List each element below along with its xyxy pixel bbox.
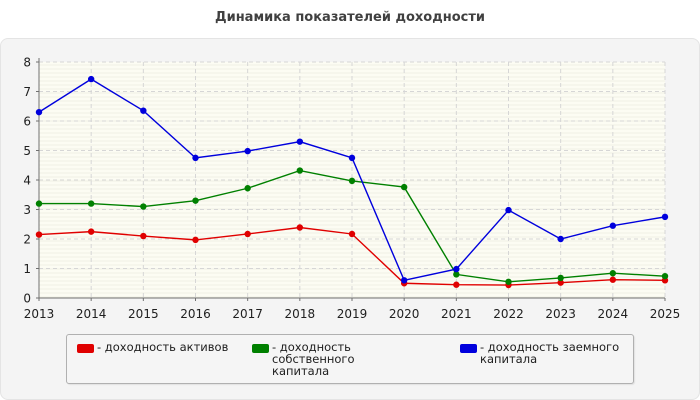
y-tick-label: 7	[23, 85, 31, 99]
data-point-series-2	[609, 222, 617, 229]
legend-label: - доходность собственного капитала	[272, 340, 355, 378]
y-tick-label: 6	[23, 115, 31, 129]
legend-label: - доходность заемного капитала	[480, 340, 620, 366]
data-point-series-2	[453, 265, 460, 273]
data-point-series-2	[35, 108, 43, 116]
y-tick-label: 5	[23, 144, 31, 158]
legend-item-assets: - доходность активов	[77, 341, 228, 353]
x-tick-label: 2020	[389, 307, 420, 321]
legend-swatch-green	[252, 344, 269, 353]
data-point-series-1	[661, 272, 669, 280]
data-point-series-2	[296, 138, 304, 145]
legend-swatch-blue	[460, 344, 477, 353]
legend-item-debt: - доходность заемного капитала	[460, 341, 620, 365]
data-point-series-0	[609, 276, 617, 283]
data-point-series-0	[557, 279, 564, 286]
data-point-series-0	[192, 236, 199, 244]
data-point-series-1	[35, 200, 43, 207]
x-tick-label: 2016	[180, 307, 211, 321]
x-tick-label: 2023	[545, 307, 576, 321]
x-tick-label: 2015	[128, 307, 159, 321]
data-point-series-1	[557, 274, 564, 282]
data-point-series-1	[453, 271, 460, 278]
data-point-series-2	[244, 147, 251, 155]
x-tick-label: 2019	[337, 307, 368, 321]
data-point-series-2	[557, 235, 564, 243]
data-point-series-1	[609, 270, 617, 277]
legend-item-equity: - доходность собственного капитала	[252, 341, 412, 377]
data-point-series-1	[296, 167, 304, 174]
data-point-series-0	[296, 224, 304, 231]
y-tick-label: 1	[23, 262, 31, 276]
legend-swatch-red	[77, 344, 94, 353]
chart-legend: - доходность активов - доходность собств…	[66, 334, 634, 384]
y-tick-label: 8	[23, 56, 31, 70]
legend-label: - доходность активов	[97, 340, 229, 354]
y-tick-label: 3	[23, 203, 31, 217]
x-tick-label: 2017	[232, 307, 263, 321]
data-point-series-0	[35, 231, 43, 238]
data-point-series-2	[87, 75, 95, 83]
data-point-series-1	[140, 203, 147, 210]
x-tick-label: 2022	[493, 307, 524, 321]
data-point-series-0	[244, 230, 251, 238]
x-tick-label: 2014	[76, 307, 107, 321]
data-point-series-0	[140, 232, 147, 240]
data-point-series-0	[348, 230, 356, 238]
chart-title: Динамика показателей доходности	[215, 10, 485, 25]
x-tick-label: 2013	[24, 307, 55, 321]
data-point-series-2	[661, 213, 669, 221]
data-point-series-1	[244, 185, 251, 192]
data-point-series-1	[348, 177, 356, 185]
data-point-series-0	[453, 281, 460, 288]
data-point-series-1	[87, 200, 95, 207]
data-point-series-2	[192, 154, 199, 162]
y-tick-label: 4	[23, 174, 31, 188]
data-point-series-2	[140, 107, 147, 114]
data-point-series-2	[400, 277, 408, 284]
data-point-series-0	[87, 228, 95, 235]
x-tick-label: 2025	[650, 307, 681, 321]
x-tick-label: 2018	[285, 307, 316, 321]
data-point-series-1	[192, 197, 199, 204]
x-tick-label: 2021	[441, 307, 472, 321]
data-point-series-2	[348, 154, 356, 162]
x-tick-label: 2024	[598, 307, 629, 321]
y-tick-label: 2	[23, 233, 31, 247]
data-point-series-1	[505, 278, 512, 285]
y-tick-label: 0	[23, 292, 31, 306]
data-point-series-1	[400, 183, 408, 191]
data-point-series-2	[505, 206, 512, 214]
